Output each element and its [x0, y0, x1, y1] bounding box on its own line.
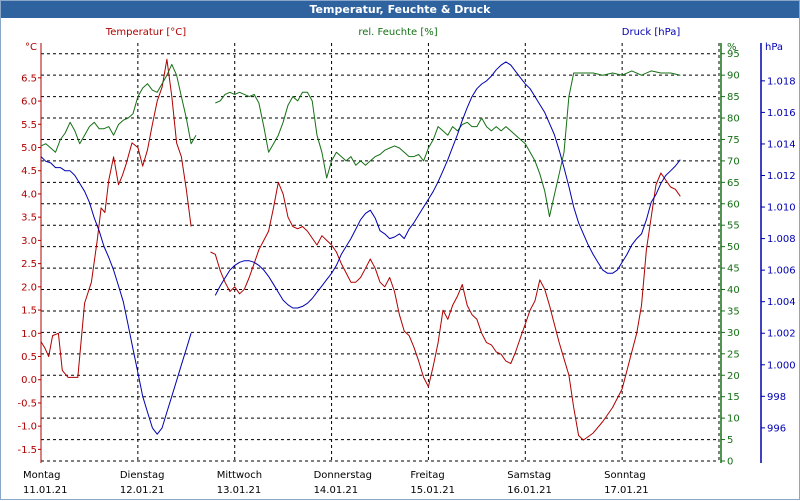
pressure-unit-label: hPa: [765, 42, 783, 53]
humidity-tick-label: 55: [727, 221, 740, 232]
temperature-tick-label: -1.0: [17, 422, 37, 433]
humidity-tick-label: 95: [727, 49, 740, 60]
date-label: 11.01.21: [23, 485, 68, 496]
series-lines: [40, 58, 681, 441]
temperature-tick-label: -0.5: [17, 398, 37, 409]
axis-labels: -1.5 -1.0 -0.5 0.0 0.5 1.0 1.5 2.0 2.5 3.0 3.5 4.0 4…: [17, 27, 795, 496]
series-line: [40, 63, 197, 153]
day-label: Freitag: [410, 470, 444, 481]
date-label: 16.01.21: [507, 485, 552, 496]
humidity-tick-label: 80: [727, 114, 740, 125]
day-label: Donnerstag: [314, 470, 372, 481]
axes: [38, 43, 765, 463]
humidity-unit-label: %: [727, 42, 737, 53]
humidity-tick-label: 0: [727, 457, 733, 468]
temperature-tick-label: 1.5: [21, 306, 37, 317]
day-label: Samstag: [507, 470, 551, 481]
humidity-tick-label: 25: [727, 349, 740, 360]
temperature-tick-label: -1.5: [17, 445, 37, 456]
temperature-tick-label: 5.0: [21, 143, 37, 154]
day-label: Mittwoch: [217, 470, 262, 481]
humidity-tick-label: 30: [727, 328, 740, 339]
chart-title: Temperatur, Feuchte & Druck: [1, 1, 799, 18]
day-label: Montag: [23, 470, 60, 481]
humidity-tick-label: 35: [727, 306, 740, 317]
series-name-label: Druck [hPa]: [622, 27, 681, 38]
humidity-tick-label: 10: [727, 414, 740, 425]
humidity-tick-label: 45: [727, 264, 740, 275]
pressure-tick-label: 1.016: [767, 108, 796, 119]
pressure-tick-label: 996: [767, 423, 786, 434]
temperature-tick-label: 4.0: [21, 189, 37, 200]
temperature-tick-label: 6.0: [21, 97, 37, 108]
grid: [40, 43, 720, 462]
series-name-label: rel. Feuchte [%]: [358, 27, 437, 38]
day-label: Dienstag: [120, 470, 165, 481]
series-line: [214, 61, 681, 309]
series-line: [40, 58, 192, 378]
humidity-tick-label: 90: [727, 71, 740, 82]
temperature-tick-label: 3.5: [21, 213, 37, 224]
temperature-tick-label: 6.5: [21, 73, 37, 84]
date-label: 13.01.21: [217, 485, 262, 496]
temperature-tick-label: 2.0: [21, 282, 37, 293]
pressure-tick-label: 1.018: [767, 76, 796, 87]
pressure-tick-label: 1.014: [767, 139, 796, 150]
date-label: 14.01.21: [314, 485, 359, 496]
humidity-tick-label: 70: [727, 156, 740, 167]
humidity-tick-label: 85: [727, 92, 740, 103]
temperature-tick-label: 4.5: [21, 166, 37, 177]
temperature-tick-label: 2.5: [21, 259, 37, 270]
series-line: [40, 156, 192, 435]
pressure-tick-label: 1.012: [767, 171, 796, 182]
pressure-tick-label: 1.000: [767, 360, 796, 371]
temperature-tick-label: 1.0: [21, 329, 37, 340]
humidity-tick-label: 20: [727, 371, 740, 382]
series-name-label: Temperatur [°C]: [105, 27, 186, 38]
humidity-tick-label: 60: [727, 199, 740, 210]
humidity-tick-label: 5: [727, 435, 733, 446]
series-line: [210, 172, 681, 441]
date-label: 12.01.21: [120, 485, 165, 496]
temperature-tick-label: 3.0: [21, 236, 37, 247]
series-line: [215, 70, 681, 218]
temperature-tick-label: 0.0: [21, 375, 37, 386]
day-label: Sonntag: [604, 470, 646, 481]
temperature-tick-label: 0.5: [21, 352, 37, 363]
humidity-tick-label: 65: [727, 178, 740, 189]
humidity-tick-label: 40: [727, 285, 740, 296]
temperature-tick-label: 5.5: [21, 120, 37, 131]
pressure-tick-label: 1.002: [767, 329, 796, 340]
pressure-tick-label: 1.008: [767, 234, 796, 245]
humidity-tick-label: 75: [727, 135, 740, 146]
humidity-tick-label: 50: [727, 242, 740, 253]
date-label: 15.01.21: [410, 485, 455, 496]
pressure-tick-label: 1.010: [767, 203, 796, 214]
date-label: 17.01.21: [604, 485, 649, 496]
pressure-tick-label: 998: [767, 392, 786, 403]
humidity-tick-label: 15: [727, 392, 740, 403]
temperature-unit-label: °C: [25, 42, 37, 53]
pressure-tick-label: 1.004: [767, 297, 796, 308]
pressure-tick-label: 1.006: [767, 266, 796, 277]
